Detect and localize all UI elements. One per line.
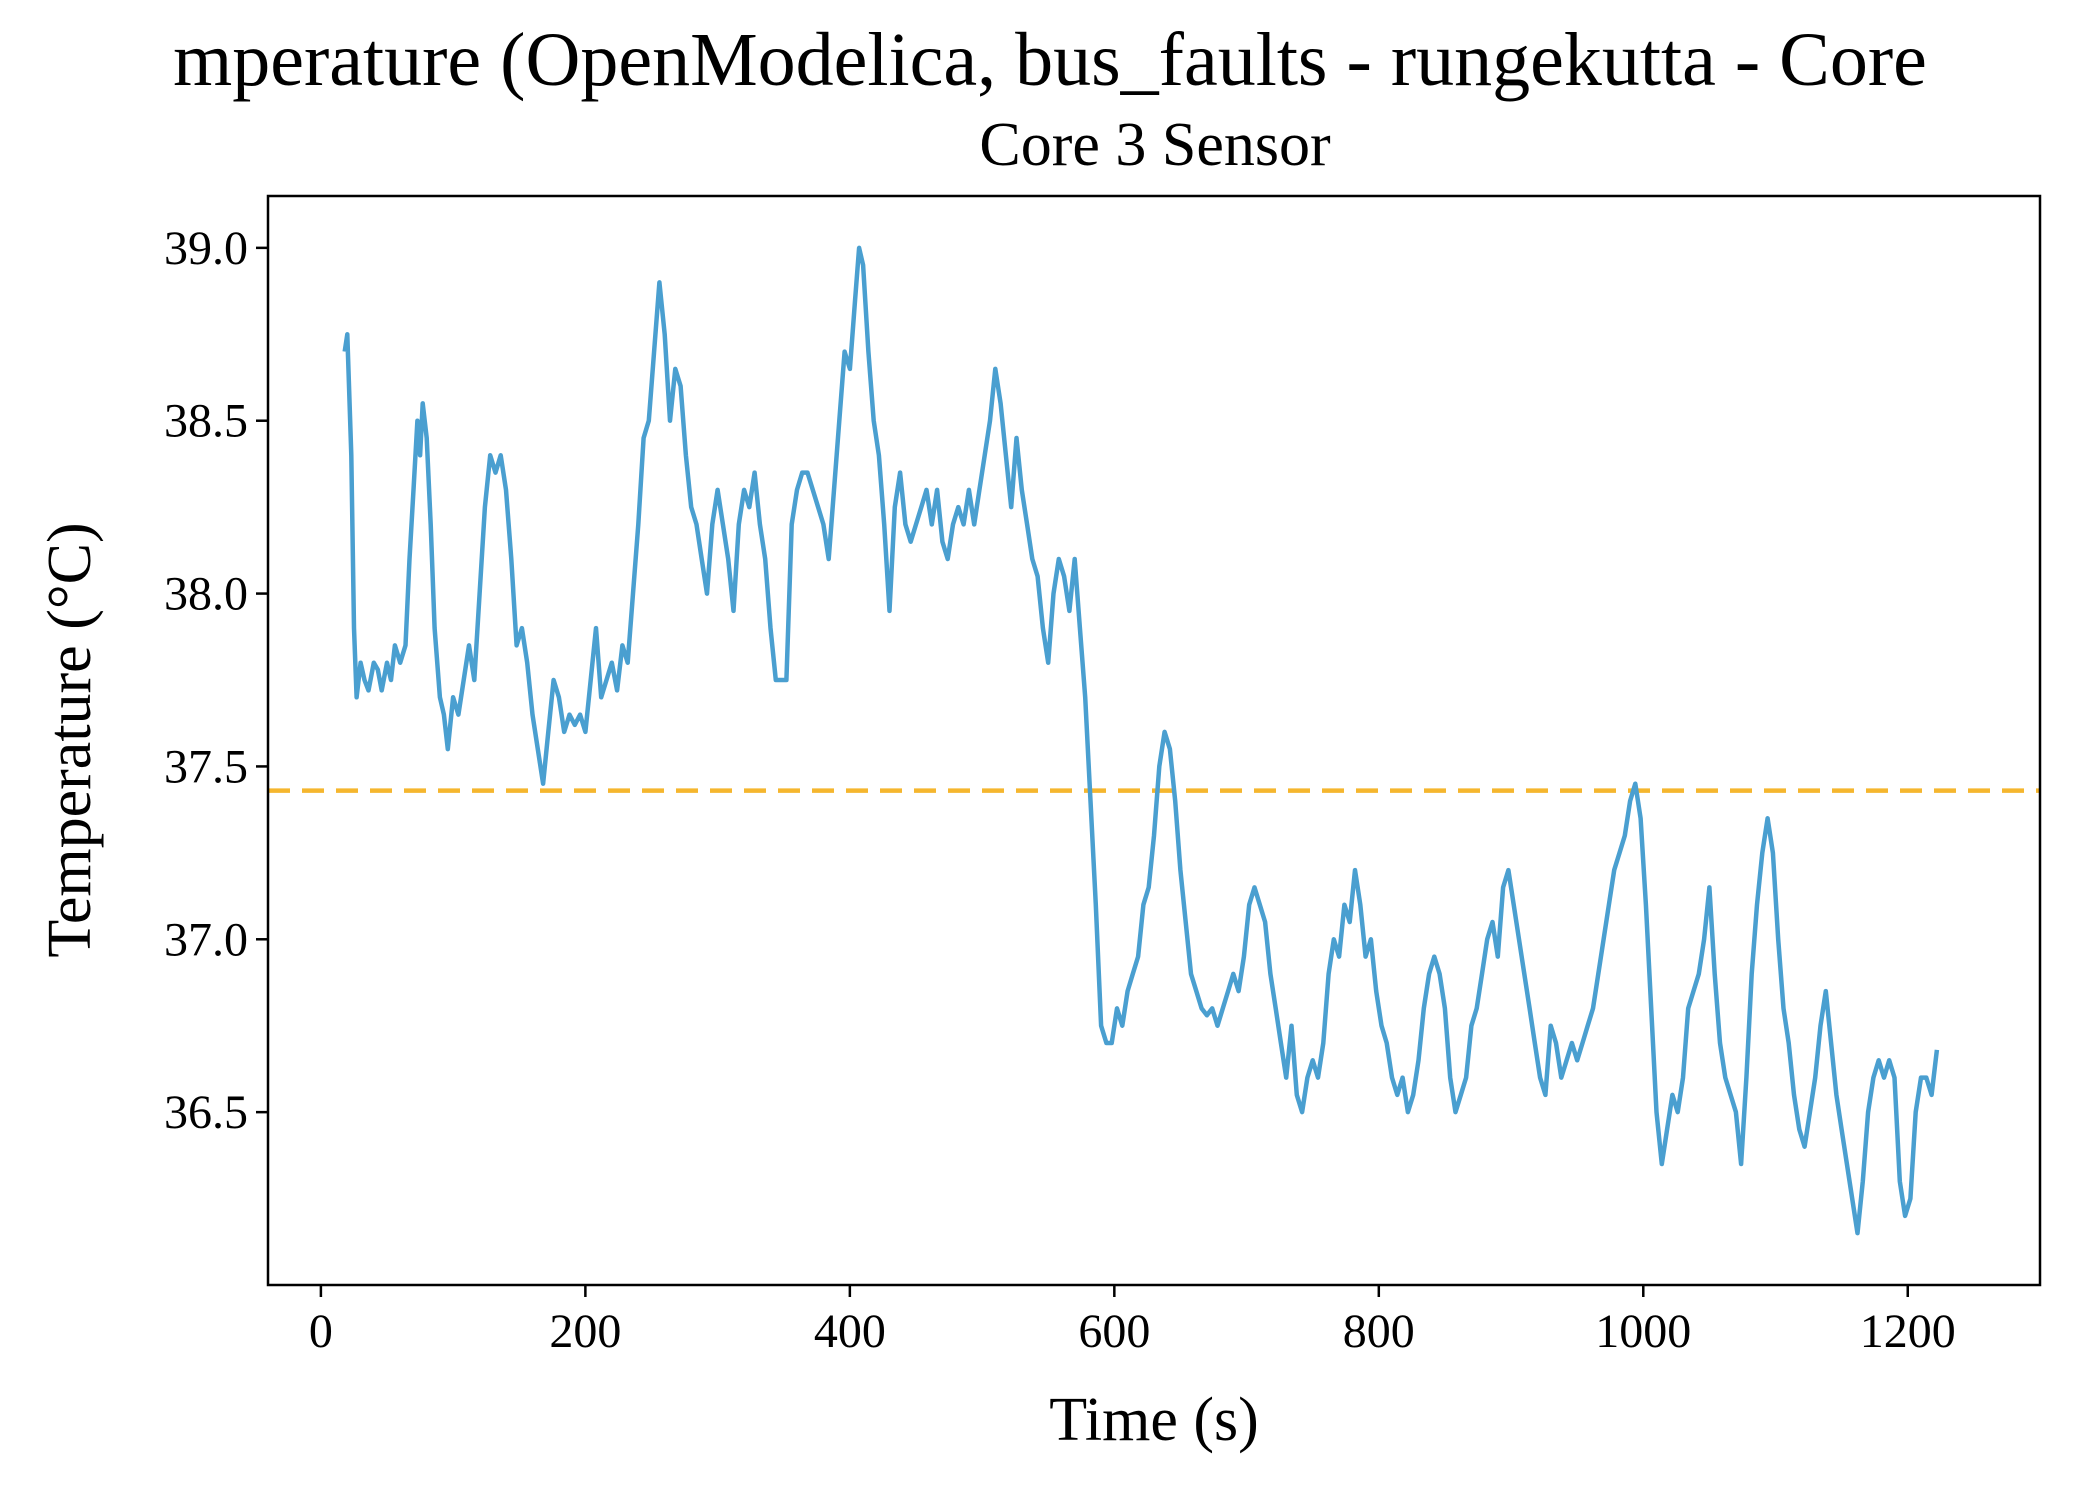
x-tick-label: 0: [309, 1305, 333, 1358]
x-tick-label: 400: [814, 1305, 886, 1358]
chart-title: mperature (OpenModelica, bus_faults - ru…: [173, 18, 1927, 102]
y-tick-label: 36.5: [164, 1086, 248, 1139]
x-tick-label: 800: [1343, 1305, 1415, 1358]
series-line-0: [342, 245, 1940, 1236]
y-tick-label: 38.5: [164, 395, 248, 448]
y-tick-label: 37.5: [164, 740, 248, 793]
y-tick-label: 37.0: [164, 913, 248, 966]
y-tick-label: 38.0: [164, 568, 248, 621]
x-axis-label: Time (s): [1049, 1386, 1259, 1454]
x-tick-label: 1000: [1595, 1305, 1691, 1358]
plot-frame: [266, 194, 2042, 1287]
x-tick-label: 200: [549, 1305, 621, 1358]
chart-subtitle: Core 3 Sensor: [979, 111, 1331, 179]
y-axis-label: Temperature (°C): [36, 522, 104, 957]
x-tick-label: 600: [1078, 1305, 1150, 1358]
y-tick-label: 39.0: [164, 222, 248, 275]
x-tick-label: 1200: [1860, 1305, 1956, 1358]
